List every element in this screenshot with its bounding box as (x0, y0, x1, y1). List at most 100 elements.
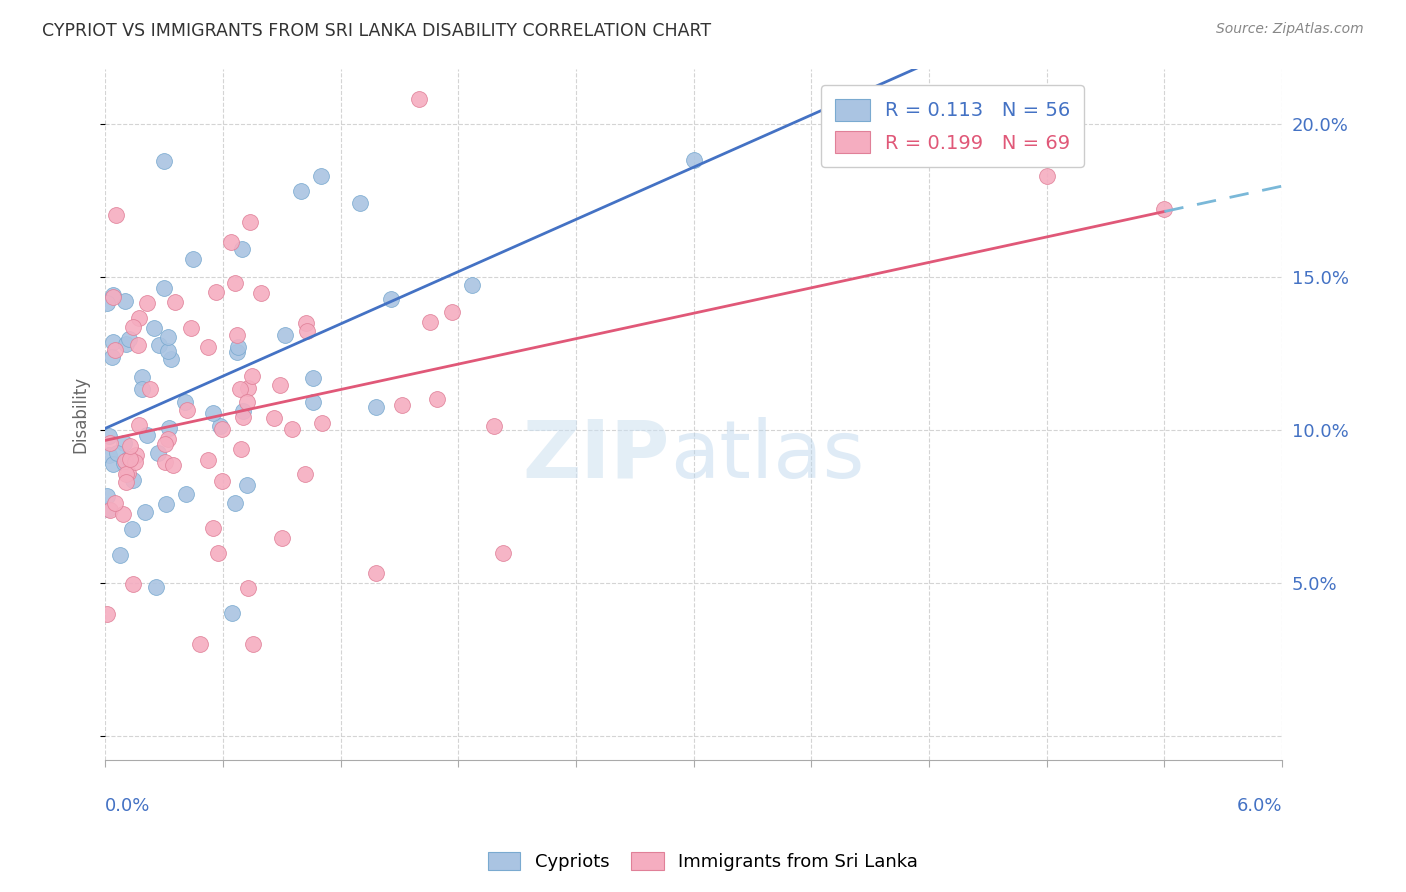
Point (294, 467, 316, 481)
Point (98, 503, 121, 517)
Point (290, 184, 312, 198)
Point (121, 576, 143, 591)
Point (165, 294, 187, 309)
Point (155, 455, 177, 469)
Point (225, 345, 247, 359)
Point (211, 474, 233, 488)
Point (127, 338, 149, 352)
Point (1035, 169, 1057, 183)
Point (162, 458, 184, 472)
Point (202, 521, 225, 535)
Point (103, 458, 125, 472)
Point (482, 419, 505, 434)
Point (114, 453, 136, 467)
Point (134, 505, 156, 519)
Point (295, 324, 318, 338)
Point (101, 288, 124, 302)
Point (112, 508, 135, 522)
Point (104, 343, 127, 358)
Point (115, 337, 138, 351)
Point (364, 400, 387, 414)
Point (96, 489, 118, 503)
Point (311, 416, 333, 430)
Point (96, 607, 118, 621)
Text: ZIP: ZIP (523, 417, 671, 495)
Point (118, 452, 141, 467)
Point (107, 446, 129, 460)
Point (239, 215, 262, 229)
Point (122, 320, 145, 334)
Point (143, 320, 166, 334)
Point (135, 428, 157, 442)
Point (97, 448, 120, 462)
Point (366, 566, 388, 580)
Point (441, 305, 464, 319)
Point (104, 496, 127, 510)
Point (114, 293, 136, 308)
Point (146, 446, 169, 460)
Point (131, 382, 153, 396)
Point (152, 280, 174, 294)
Point (236, 381, 259, 395)
Point (349, 196, 371, 211)
Text: 6.0%: 6.0% (1237, 797, 1282, 814)
Point (156, 330, 179, 344)
Point (176, 403, 198, 417)
Point (226, 327, 249, 342)
Point (240, 368, 263, 383)
Point (492, 546, 515, 560)
Text: CYPRIOT VS IMMIGRANTS FROM SRI LANKA DISABILITY CORRELATION CHART: CYPRIOT VS IMMIGRANTS FROM SRI LANKA DIS… (42, 22, 711, 40)
Point (238, 581, 260, 595)
Point (419, 314, 441, 328)
Point (309, 169, 332, 183)
Point (152, 153, 174, 168)
Point (155, 436, 177, 450)
Point (159, 352, 181, 367)
Point (232, 410, 254, 425)
Point (231, 242, 253, 256)
Point (148, 338, 170, 352)
Point (155, 497, 177, 511)
Point (201, 406, 224, 420)
Point (117, 467, 139, 481)
Point (460, 278, 482, 293)
Point (270, 531, 292, 545)
Legend: R = 0.113   N = 56, R = 0.199   N = 69: R = 0.113 N = 56, R = 0.199 N = 69 (821, 85, 1084, 167)
Point (205, 285, 228, 300)
Point (197, 452, 219, 467)
Point (380, 293, 402, 307)
Point (229, 382, 252, 396)
Point (269, 378, 291, 392)
Text: 0.0%: 0.0% (105, 797, 150, 814)
Y-axis label: Disability: Disability (72, 376, 89, 453)
Point (682, 153, 704, 168)
Point (121, 522, 143, 536)
Point (180, 321, 202, 335)
Point (231, 442, 253, 456)
Point (408, 92, 430, 106)
Point (301, 395, 323, 409)
Point (117, 452, 139, 467)
Point (122, 473, 145, 487)
Point (197, 340, 219, 354)
Point (98, 436, 121, 450)
Point (224, 277, 246, 291)
Point (221, 235, 243, 249)
Point (157, 421, 180, 435)
Point (295, 316, 318, 330)
Point (226, 340, 249, 354)
Point (221, 606, 243, 620)
Point (181, 252, 204, 266)
Point (274, 328, 297, 343)
Point (176, 487, 198, 501)
Point (128, 311, 150, 326)
Point (112, 436, 135, 450)
Point (1153, 202, 1175, 217)
Point (425, 392, 447, 406)
Point (96, 296, 118, 310)
Point (209, 419, 232, 434)
Point (207, 546, 229, 560)
Point (174, 395, 197, 409)
Point (235, 395, 257, 409)
Point (250, 285, 273, 300)
